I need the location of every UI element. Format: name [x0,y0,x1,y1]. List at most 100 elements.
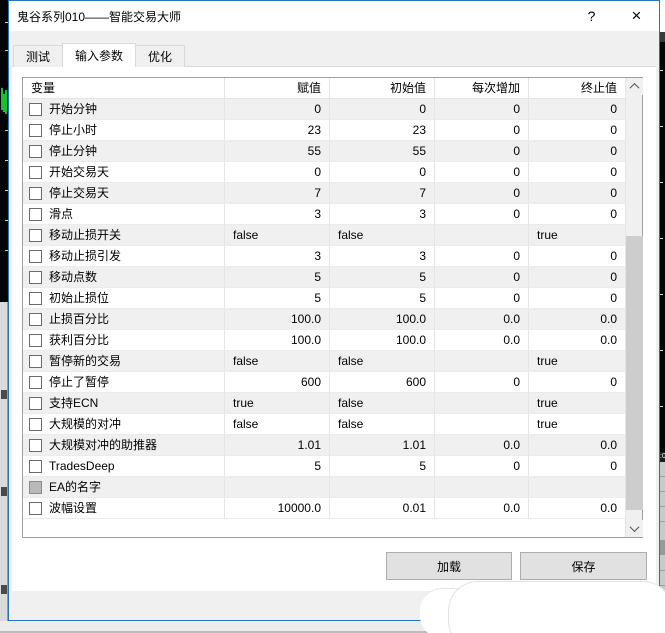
table-row[interactable]: 停止了暂停 600 600 0 0 [23,372,625,393]
tab-input-parameters[interactable]: 输入参数 [62,43,137,67]
param-value-cell[interactable]: 3 [225,246,330,266]
param-value-cell[interactable] [225,477,330,497]
param-checkbox[interactable] [29,123,42,137]
param-checkbox[interactable] [29,207,42,221]
table-row[interactable]: 移动止损引发 3 3 0 0 [23,246,625,267]
table-row[interactable]: 初始止损位 5 5 0 0 [23,288,625,309]
param-initial-cell[interactable]: false [330,351,435,371]
param-checkbox[interactable] [29,186,42,200]
param-checkbox[interactable] [29,396,42,410]
param-stop-cell[interactable]: 0 [610,249,617,263]
param-value-cell[interactable]: 55 [225,141,330,161]
load-button[interactable]: 加载 [386,552,512,580]
param-step-cell[interactable]: 0 [435,372,529,392]
param-stop-cell[interactable]: 0 [610,291,617,305]
column-header-stop[interactable]: 终止值 [580,81,617,95]
param-stop-cell[interactable] [529,477,625,497]
column-header-value[interactable]: 赋值 [225,78,330,98]
vertical-scrollbar[interactable] [625,78,643,537]
param-initial-cell[interactable]: 5 [330,288,435,308]
param-step-cell[interactable] [435,393,529,413]
param-initial-cell[interactable]: 600 [330,372,435,392]
param-checkbox[interactable] [29,102,42,116]
column-header-variable[interactable]: 变量 [23,78,225,98]
param-value-cell[interactable]: 100.0 [225,330,330,350]
save-button[interactable]: 保存 [520,552,647,580]
param-stop-cell[interactable]: 0 [610,375,617,389]
param-stop-cell[interactable]: 0 [610,123,617,137]
param-initial-cell[interactable]: 7 [330,183,435,203]
table-row[interactable]: 止损百分比 100.0 100.0 0.0 0.0 [23,309,625,330]
titlebar[interactable]: 鬼谷系列010——智能交易大师 ? × [9,1,659,31]
table-row[interactable]: TradesDeep 5 5 0 0 [23,456,625,477]
param-step-cell[interactable]: 0 [435,141,529,161]
param-value-cell[interactable]: false [225,351,330,371]
table-row[interactable]: 获利百分比 100.0 100.0 0.0 0.0 [23,330,625,351]
param-value-cell[interactable]: 5 [225,456,330,476]
param-step-cell[interactable]: 0 [435,288,529,308]
table-row[interactable]: 大规模的对冲 false false true [23,414,625,435]
param-checkbox[interactable] [29,354,42,368]
close-button[interactable]: × [631,6,642,25]
param-initial-cell[interactable]: 5 [330,267,435,287]
table-row[interactable]: 开始交易天 0 0 0 0 [23,162,625,183]
help-button[interactable]: ? [587,8,596,24]
param-step-cell[interactable]: 0 [435,162,529,182]
table-row[interactable]: 停止交易天 7 7 0 0 [23,183,625,204]
param-value-cell[interactable]: false [225,414,330,434]
param-value-cell[interactable]: 3 [225,204,330,224]
table-row[interactable]: 开始分钟 0 0 0 0 [23,99,625,120]
table-row[interactable]: 停止小时 23 23 0 0 [23,120,625,141]
param-step-cell[interactable]: 0 [435,120,529,140]
param-stop-cell[interactable]: true [537,417,558,431]
table-row[interactable]: 移动点数 5 5 0 0 [23,267,625,288]
param-checkbox[interactable] [29,228,42,242]
param-value-cell[interactable]: 7 [225,183,330,203]
param-initial-cell[interactable]: 3 [330,204,435,224]
param-initial-cell[interactable]: 5 [330,456,435,476]
param-checkbox[interactable] [29,312,42,326]
table-row[interactable]: 滑点 3 3 0 0 [23,204,625,225]
param-stop-cell[interactable]: 0 [610,207,617,221]
param-initial-cell[interactable]: 100.0 [330,309,435,329]
table-row[interactable]: 大规模对冲的助推器 1.01 1.01 0.0 0.0 [23,435,625,456]
param-checkbox[interactable] [29,333,42,347]
param-step-cell[interactable]: 0.0 [435,330,529,350]
param-checkbox[interactable] [29,501,42,515]
param-stop-cell[interactable]: 0.0 [600,333,617,347]
param-checkbox[interactable] [29,270,42,284]
param-step-cell[interactable]: 0 [435,456,529,476]
param-initial-cell[interactable]: 1.01 [330,435,435,455]
param-step-cell[interactable]: 0.0 [435,498,529,518]
param-checkbox[interactable] [29,375,42,389]
param-step-cell[interactable] [435,414,529,434]
param-stop-cell[interactable]: 0 [610,144,617,158]
param-value-cell[interactable]: 1.01 [225,435,330,455]
param-value-cell[interactable]: 23 [225,120,330,140]
param-value-cell[interactable]: 600 [225,372,330,392]
param-value-cell[interactable]: true [225,393,330,413]
scroll-thumb[interactable] [626,236,643,510]
param-value-cell[interactable]: 100.0 [225,309,330,329]
param-checkbox[interactable] [29,165,42,179]
table-row[interactable]: EA的名字 [23,477,625,498]
param-step-cell[interactable] [435,351,529,371]
param-value-cell[interactable]: 0 [225,99,330,119]
param-stop-cell[interactable]: 0 [610,186,617,200]
param-checkbox[interactable] [29,249,42,263]
scroll-down-button[interactable] [626,520,643,537]
tab-test[interactable]: 测试 [13,45,64,67]
param-stop-cell[interactable]: 0 [610,165,617,179]
scroll-up-button[interactable] [626,78,643,95]
param-initial-cell[interactable]: 23 [330,120,435,140]
table-row[interactable]: 支持ECN true false true [23,393,625,414]
param-step-cell[interactable]: 0 [435,204,529,224]
tab-optimization[interactable]: 优化 [135,45,186,67]
param-value-cell[interactable]: 5 [225,288,330,308]
param-initial-cell[interactable] [330,477,435,497]
param-initial-cell[interactable]: 0 [330,99,435,119]
param-value-cell[interactable]: 0 [225,162,330,182]
param-stop-cell[interactable]: 0 [610,459,617,473]
param-checkbox[interactable] [29,480,42,494]
param-step-cell[interactable]: 0 [435,183,529,203]
